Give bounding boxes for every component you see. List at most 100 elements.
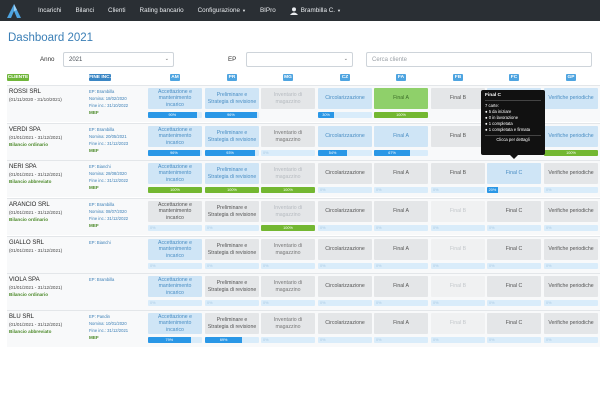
anno-select[interactable]: 2021 ⌄: [63, 52, 174, 67]
stage-cell[interactable]: Final A: [374, 239, 428, 260]
stage-cell[interactable]: Preliminare e Strategia di revisione: [205, 126, 259, 147]
stage-cell[interactable]: Circolarizzazione: [318, 313, 372, 334]
stage-cell[interactable]: Final B: [431, 88, 485, 109]
client-name[interactable]: GIALLO SRL: [9, 240, 45, 246]
stage-cell[interactable]: Accettazione e mantenimento incarico: [148, 201, 202, 222]
stage-cell[interactable]: Final B: [431, 201, 485, 222]
stage-cell[interactable]: Verifiche periodiche: [544, 239, 598, 260]
stage-progress-bar: 0%: [374, 225, 428, 231]
mef-link[interactable]: MEF: [89, 110, 99, 115]
stage-cell[interactable]: Accettazione e mantenimento incarico: [148, 313, 202, 334]
client-name[interactable]: VERDI SPA: [9, 127, 41, 133]
stage-cell[interactable]: Preliminare e Strategia di revisione: [205, 88, 259, 109]
stage-cell[interactable]: Preliminare e Strategia di revisione: [205, 239, 259, 260]
stage-cell[interactable]: Final C: [487, 163, 541, 184]
stage-cell[interactable]: Circolarizzazione: [318, 126, 372, 147]
nav-configurazione-label: Configurazione: [197, 7, 240, 14]
stage-cell[interactable]: Final B: [431, 313, 485, 334]
stage-cell[interactable]: Final A: [374, 313, 428, 334]
stage-cell[interactable]: Final B: [431, 239, 485, 260]
stage-cell[interactable]: Verifiche periodiche: [544, 201, 598, 222]
nav-configurazione[interactable]: Configurazione ▼: [198, 7, 246, 14]
stage-cell[interactable]: Accettazione e mantenimento incarico: [148, 88, 202, 109]
client-info-line: Fine inc.: 31/12/2023: [89, 141, 129, 146]
stage-cell[interactable]: Inventario di magazzino: [261, 88, 315, 109]
client-info-line: Nomina: 28/08/2020: [89, 171, 127, 176]
stage-progress-bar: 0%: [318, 263, 372, 269]
app-logo[interactable]: [6, 3, 22, 19]
stage-cell[interactable]: Verifiche periodiche: [544, 88, 598, 109]
stage-cell[interactable]: Inventario di magazzino: [261, 239, 315, 260]
stage-cell[interactable]: Preliminare e Strategia di revisione: [205, 163, 259, 184]
client-period: (01/01/2021 - 31/12/2021): [9, 210, 63, 215]
stage-progress-bar: 93%: [205, 150, 259, 156]
stage-cell[interactable]: Verifiche periodiche: [544, 276, 598, 297]
client-info: EP: Bianchi: [89, 239, 111, 246]
user-icon: [289, 6, 298, 15]
client-name[interactable]: ROSSI SRL: [9, 89, 42, 95]
stage-cell[interactable]: Inventario di magazzino: [261, 201, 315, 222]
stage-progress-bar: 0%: [431, 187, 485, 193]
nav-bilanci[interactable]: Bilanci: [75, 7, 95, 14]
dashboard-grid: CLIENTE FINE INC. AM PR MG CZ FA FB FC GP ROSSI…: [7, 74, 600, 347]
stage-cell[interactable]: Preliminare e Strategia di revisione: [205, 201, 259, 222]
progress-fill: 67%: [374, 150, 411, 156]
stage-cell[interactable]: Final C: [487, 201, 541, 222]
client-name[interactable]: ARANCIO SRL: [9, 202, 50, 208]
client-period: (01/01/2021 - 31/12/2021): [9, 248, 63, 253]
stage-cell[interactable]: Circolarizzazione: [318, 201, 372, 222]
stage-cell[interactable]: Verifiche periodiche: [544, 313, 598, 334]
stage-progress-bar: 100%: [544, 150, 598, 156]
client-name[interactable]: NERI SPA: [9, 164, 37, 170]
progress-label: 0%: [489, 264, 495, 268]
stage-cell[interactable]: Circolarizzazione: [318, 88, 372, 109]
stage-cell[interactable]: Final C: [487, 313, 541, 334]
stage-cell[interactable]: Final A: [374, 126, 428, 147]
stage-cell[interactable]: Final A: [374, 201, 428, 222]
tooltip-details-link[interactable]: Clicca per dettagli: [485, 135, 541, 143]
stage-cell[interactable]: Inventario di magazzino: [261, 276, 315, 297]
stage-cell[interactable]: Preliminare e Strategia di revisione: [205, 313, 259, 334]
stage-cell[interactable]: Inventario di magazzino: [261, 313, 315, 334]
stage-cell[interactable]: Final B: [431, 276, 485, 297]
stage-cell[interactable]: Circolarizzazione: [318, 239, 372, 260]
nav-bipro[interactable]: BIPro: [259, 7, 276, 14]
mef-link[interactable]: MEF: [89, 148, 99, 153]
client-period: (01/01/2021 - 31/12/2021): [9, 135, 63, 140]
stage-cell[interactable]: Accettazione e mantenimento incarico: [148, 163, 202, 184]
search-input[interactable]: Cerca cliente: [366, 52, 592, 67]
nav-incarichi[interactable]: Incarichi: [38, 7, 62, 14]
stage-cell[interactable]: Preliminare e Strategia di revisione: [205, 276, 259, 297]
col-stage-pr: PR: [227, 74, 237, 81]
stage-cell[interactable]: Final B: [431, 126, 485, 147]
stage-cell[interactable]: Verifiche periodiche: [544, 163, 598, 184]
mef-link[interactable]: MEF: [89, 185, 99, 190]
progress-fill: 96%: [148, 150, 200, 156]
mef-link[interactable]: MEF: [89, 335, 99, 340]
user-menu[interactable]: Brambilla C. ▼: [289, 6, 341, 15]
client-info-line: Nomina: 20/05/2021: [89, 134, 127, 139]
stage-cell[interactable]: Final C: [487, 239, 541, 260]
client-info-line: Fine inc.: 31/10/2022: [89, 103, 129, 108]
stage-cell[interactable]: Circolarizzazione: [318, 163, 372, 184]
ep-label: EP: [228, 56, 237, 63]
stage-cell[interactable]: Final C: [487, 276, 541, 297]
stage-cell[interactable]: Final B: [431, 163, 485, 184]
nav-clienti[interactable]: Clienti: [108, 7, 126, 14]
stage-cell[interactable]: Circolarizzazione: [318, 276, 372, 297]
ep-select[interactable]: ⌄: [246, 52, 353, 67]
stage-cell[interactable]: Final A: [374, 163, 428, 184]
stage-progress-bar: 0%: [261, 263, 315, 269]
client-name[interactable]: VIOLA SPA: [9, 277, 40, 283]
stage-cell[interactable]: Final A: [374, 276, 428, 297]
client-name[interactable]: BLU SRL: [9, 314, 35, 320]
mef-link[interactable]: MEF: [89, 223, 99, 228]
stage-cell[interactable]: Accettazione e mantenimento incarico: [148, 276, 202, 297]
stage-cell[interactable]: Inventario di magazzino: [261, 163, 315, 184]
stage-cell[interactable]: Accettazione e mantenimento incarico: [148, 239, 202, 260]
stage-cell[interactable]: Accettazione e mantenimento incarico: [148, 126, 202, 147]
nav-rating-bancario[interactable]: Rating bancario: [139, 7, 184, 14]
stage-cell[interactable]: Final A: [374, 88, 428, 109]
stage-cell[interactable]: Inventario di magazzino: [261, 126, 315, 147]
stage-cell[interactable]: Verifiche periodiche: [544, 126, 598, 147]
